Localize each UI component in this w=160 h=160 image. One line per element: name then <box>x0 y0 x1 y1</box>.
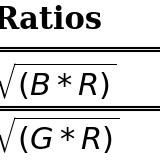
Text: $\sqrt{(G * R)}$: $\sqrt{(G * R)}$ <box>0 115 119 157</box>
Text: Ratios: Ratios <box>0 5 103 36</box>
Text: $\sqrt{(B * R)}$: $\sqrt{(B * R)}$ <box>0 61 116 103</box>
